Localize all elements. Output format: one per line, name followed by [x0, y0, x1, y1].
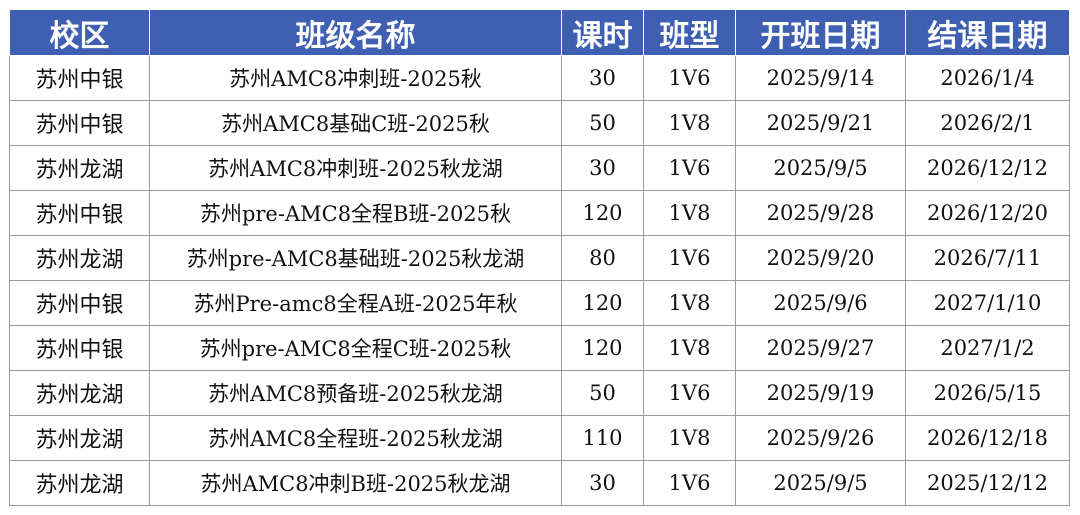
table-body: 苏州中银 苏州AMC8冲刺班-2025秋 30 1V6 2025/9/14 2026/1/…	[9, 55, 1070, 506]
end-date-cell: 2026/7/11	[905, 235, 1070, 281]
header-class-name: 班级名称	[149, 9, 562, 56]
class-name-cell: 苏州AMC8预备班-2025秋龙湖	[149, 370, 562, 416]
header-campus: 校区	[9, 9, 150, 56]
end-date-cell: 2026/12/20	[905, 190, 1070, 236]
class-name-cell: 苏州pre-AMC8基础班-2025秋龙湖	[149, 235, 562, 281]
class-type-cell: 1V6	[643, 235, 736, 281]
class-name-cell: 苏州pre-AMC8全程C班-2025秋	[149, 325, 562, 371]
table-row: 苏州中银 苏州AMC8冲刺班-2025秋 30 1V6 2025/9/14 2026/1/…	[9, 55, 1070, 101]
class-name-cell: 苏州Pre-amc8全程A班-2025年秋	[149, 280, 562, 326]
header-row: 校区 班级名称 课时 班型 开班日期 结课日期	[9, 9, 1070, 56]
class-name-cell: 苏州pre-AMC8全程B班-2025秋	[149, 190, 562, 236]
campus-cell: 苏州中银	[9, 100, 150, 146]
table-row: 苏州龙湖 苏州AMC8冲刺班-2025秋龙湖 30 1V6 2025/9/5 2026/1…	[9, 145, 1070, 191]
hours-cell: 120	[561, 280, 644, 326]
campus-cell: 苏州中银	[9, 325, 150, 371]
class-schedule-table: 校区 班级名称 课时 班型 开班日期 结课日期 苏州中银 苏州AMC8冲刺班-20…	[9, 9, 1070, 506]
header-hours: 课时	[561, 9, 644, 56]
campus-cell: 苏州龙湖	[9, 235, 150, 281]
class-type-cell: 1V8	[643, 325, 736, 371]
end-date-cell: 2026/2/1	[905, 100, 1070, 146]
table-row: 苏州中银 苏州pre-AMC8全程C班-2025秋 120 1V8 2025/9/27 2…	[9, 325, 1070, 371]
end-date-cell: 2026/1/4	[905, 55, 1070, 101]
start-date-cell: 2025/9/27	[735, 325, 906, 371]
class-name-cell: 苏州AMC8冲刺班-2025秋龙湖	[149, 145, 562, 191]
end-date-cell: 2025/12/12	[905, 460, 1070, 506]
campus-cell: 苏州中银	[9, 190, 150, 236]
hours-cell: 120	[561, 190, 644, 236]
table-row: 苏州中银 苏州AMC8基础C班-2025秋 50 1V8 2025/9/21 2026/2…	[9, 100, 1070, 146]
header-end-date: 结课日期	[905, 9, 1070, 56]
start-date-cell: 2025/9/28	[735, 190, 906, 236]
class-name-cell: 苏州AMC8冲刺B班-2025秋龙湖	[149, 460, 562, 506]
class-type-cell: 1V6	[643, 145, 736, 191]
end-date-cell: 2026/12/18	[905, 415, 1070, 461]
start-date-cell: 2025/9/26	[735, 415, 906, 461]
hours-cell: 30	[561, 460, 644, 506]
campus-cell: 苏州中银	[9, 280, 150, 326]
class-name-cell: 苏州AMC8全程班-2025秋龙湖	[149, 415, 562, 461]
start-date-cell: 2025/9/19	[735, 370, 906, 416]
class-name-cell: 苏州AMC8基础C班-2025秋	[149, 100, 562, 146]
campus-cell: 苏州龙湖	[9, 370, 150, 416]
table-row: 苏州龙湖 苏州pre-AMC8基础班-2025秋龙湖 80 1V6 2025/9/20 2…	[9, 235, 1070, 281]
hours-cell: 110	[561, 415, 644, 461]
header-class-type: 班型	[643, 9, 736, 56]
hours-cell: 30	[561, 145, 644, 191]
hours-cell: 120	[561, 325, 644, 371]
campus-cell: 苏州龙湖	[9, 460, 150, 506]
start-date-cell: 2025/9/5	[735, 460, 906, 506]
campus-cell: 苏州中银	[9, 55, 150, 101]
table-row: 苏州中银 苏州pre-AMC8全程B班-2025秋 120 1V8 2025/9/28 2…	[9, 190, 1070, 236]
class-name-cell: 苏州AMC8冲刺班-2025秋	[149, 55, 562, 101]
start-date-cell: 2025/9/6	[735, 280, 906, 326]
header-start-date: 开班日期	[735, 9, 906, 56]
class-type-cell: 1V8	[643, 415, 736, 461]
hours-cell: 80	[561, 235, 644, 281]
hours-cell: 30	[561, 55, 644, 101]
class-type-cell: 1V8	[643, 100, 736, 146]
table-row: 苏州龙湖 苏州AMC8冲刺B班-2025秋龙湖 30 1V6 2025/9/5 2025/…	[9, 460, 1070, 506]
table-row: 苏州中银 苏州Pre-amc8全程A班-2025年秋 120 1V8 2025/9/6 2…	[9, 280, 1070, 326]
class-type-cell: 1V6	[643, 370, 736, 416]
class-type-cell: 1V6	[643, 460, 736, 506]
table-row: 苏州龙湖 苏州AMC8预备班-2025秋龙湖 50 1V6 2025/9/19 2026/…	[9, 370, 1070, 416]
end-date-cell: 2027/1/2	[905, 325, 1070, 371]
start-date-cell: 2025/9/14	[735, 55, 906, 101]
campus-cell: 苏州龙湖	[9, 415, 150, 461]
end-date-cell: 2026/5/15	[905, 370, 1070, 416]
class-type-cell: 1V8	[643, 190, 736, 236]
hours-cell: 50	[561, 370, 644, 416]
campus-cell: 苏州龙湖	[9, 145, 150, 191]
class-type-cell: 1V8	[643, 280, 736, 326]
hours-cell: 50	[561, 100, 644, 146]
end-date-cell: 2027/1/10	[905, 280, 1070, 326]
class-type-cell: 1V6	[643, 55, 736, 101]
start-date-cell: 2025/9/20	[735, 235, 906, 281]
start-date-cell: 2025/9/5	[735, 145, 906, 191]
end-date-cell: 2026/12/12	[905, 145, 1070, 191]
class-schedule-table-container: 校区 班级名称 课时 班型 开班日期 结课日期 苏州中银 苏州AMC8冲刺班-20…	[9, 9, 1070, 506]
table-row: 苏州龙湖 苏州AMC8全程班-2025秋龙湖 110 1V8 2025/9/26 2026…	[9, 415, 1070, 461]
start-date-cell: 2025/9/21	[735, 100, 906, 146]
